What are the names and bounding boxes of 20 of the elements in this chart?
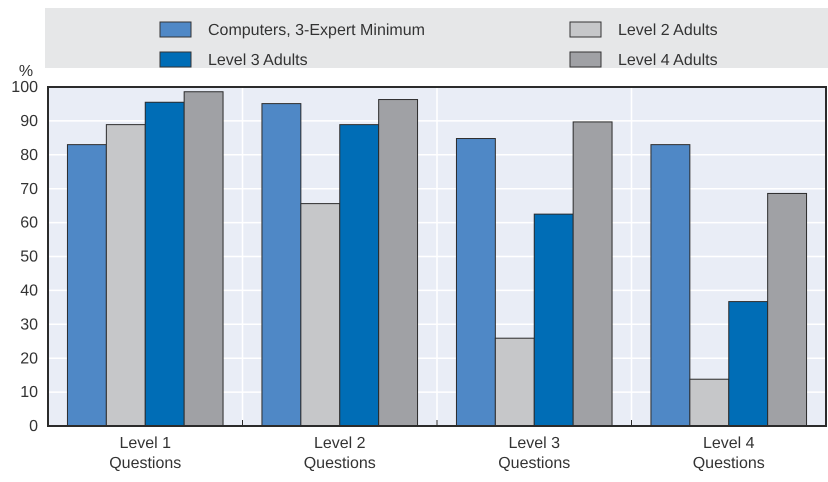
legend-label: Level 4 Adults (618, 52, 718, 69)
y-axis-title: % (18, 63, 34, 80)
y-tick-label: 60 (20, 214, 38, 232)
y-tick-label: 20 (20, 350, 38, 368)
y-tick-label: 40 (20, 282, 38, 300)
y-tick-label: 50 (20, 248, 38, 266)
y-tick-label: 10 (20, 384, 38, 402)
y-tick-label: 30 (20, 316, 38, 334)
x-tick-label: Level 4 Questions (692, 435, 765, 472)
x-tick-label: Level 3 Questions (498, 435, 570, 472)
y-tick-label: 100 (11, 79, 38, 96)
x-tick-label: Level 1 Questions (109, 435, 182, 472)
y-tick-label: 90 (20, 113, 38, 130)
legend-label: Level 3 Adults (208, 52, 308, 69)
y-tick-label: 70 (20, 180, 38, 198)
legend-label: Level 2 Adults (618, 22, 718, 39)
legend-label: Computers, 3-Expert Minimum (208, 22, 425, 39)
x-tick-label: Level 2 Questions (304, 435, 376, 472)
y-tick-label: 0 (29, 418, 38, 436)
y-tick-label: 80 (20, 146, 38, 164)
